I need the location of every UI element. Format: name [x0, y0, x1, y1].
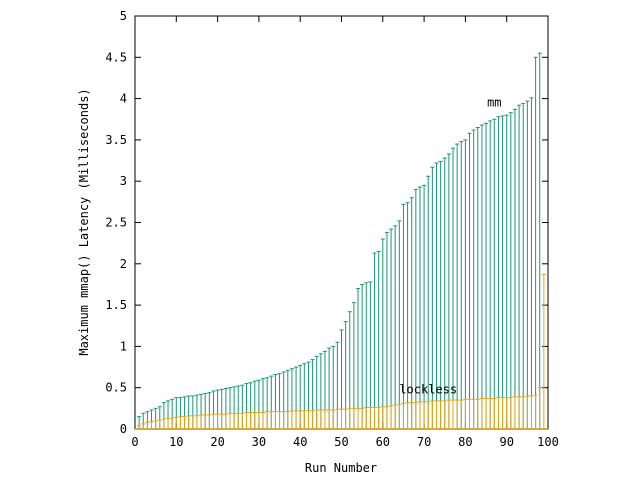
y-axis-title: Maximum mmap() Latency (Milliseconds) [77, 88, 91, 355]
series-annotation: lockless [399, 382, 457, 396]
y-tick-label: 1.5 [105, 298, 127, 312]
annotations: mm lockless [399, 96, 501, 397]
x-tick-label: 80 [458, 435, 472, 449]
y-tick-label: 2.5 [105, 216, 127, 230]
y-tick-label: 0.5 [105, 381, 127, 395]
y-tick-label: 3 [120, 174, 127, 188]
x-tick-label: 60 [376, 435, 390, 449]
x-tick-label: 30 [252, 435, 266, 449]
x-tick-label: 40 [293, 435, 307, 449]
y-tick-label: 4 [120, 92, 127, 106]
x-tick-label: 70 [417, 435, 431, 449]
y-tick-label: 0 [120, 422, 127, 436]
x-tick-label: 0 [131, 435, 138, 449]
series-annotation: mm [487, 96, 501, 110]
series-mm [135, 52, 548, 430]
y-tick-label: 4.5 [105, 50, 127, 64]
y-tick-label: 1 [120, 339, 127, 353]
x-tick-label: 100 [537, 435, 559, 449]
x-axis: 0 10 20 30 40 50 60 70 80 90 100 [131, 16, 559, 449]
series-layer [135, 52, 548, 430]
y-axis: 0 0.5 1 1.5 2 2.5 3 3.5 4 4.5 5 [105, 9, 548, 436]
x-tick-label: 10 [169, 435, 183, 449]
x-tick-label: 50 [334, 435, 348, 449]
y-tick-label: 5 [120, 9, 127, 23]
series-lockless [135, 274, 548, 430]
y-tick-label: 3.5 [105, 133, 127, 147]
y-tick-label: 2 [120, 257, 127, 271]
x-tick-label: 90 [499, 435, 513, 449]
x-tick-label: 20 [210, 435, 224, 449]
x-axis-title: Run Number [305, 461, 377, 475]
